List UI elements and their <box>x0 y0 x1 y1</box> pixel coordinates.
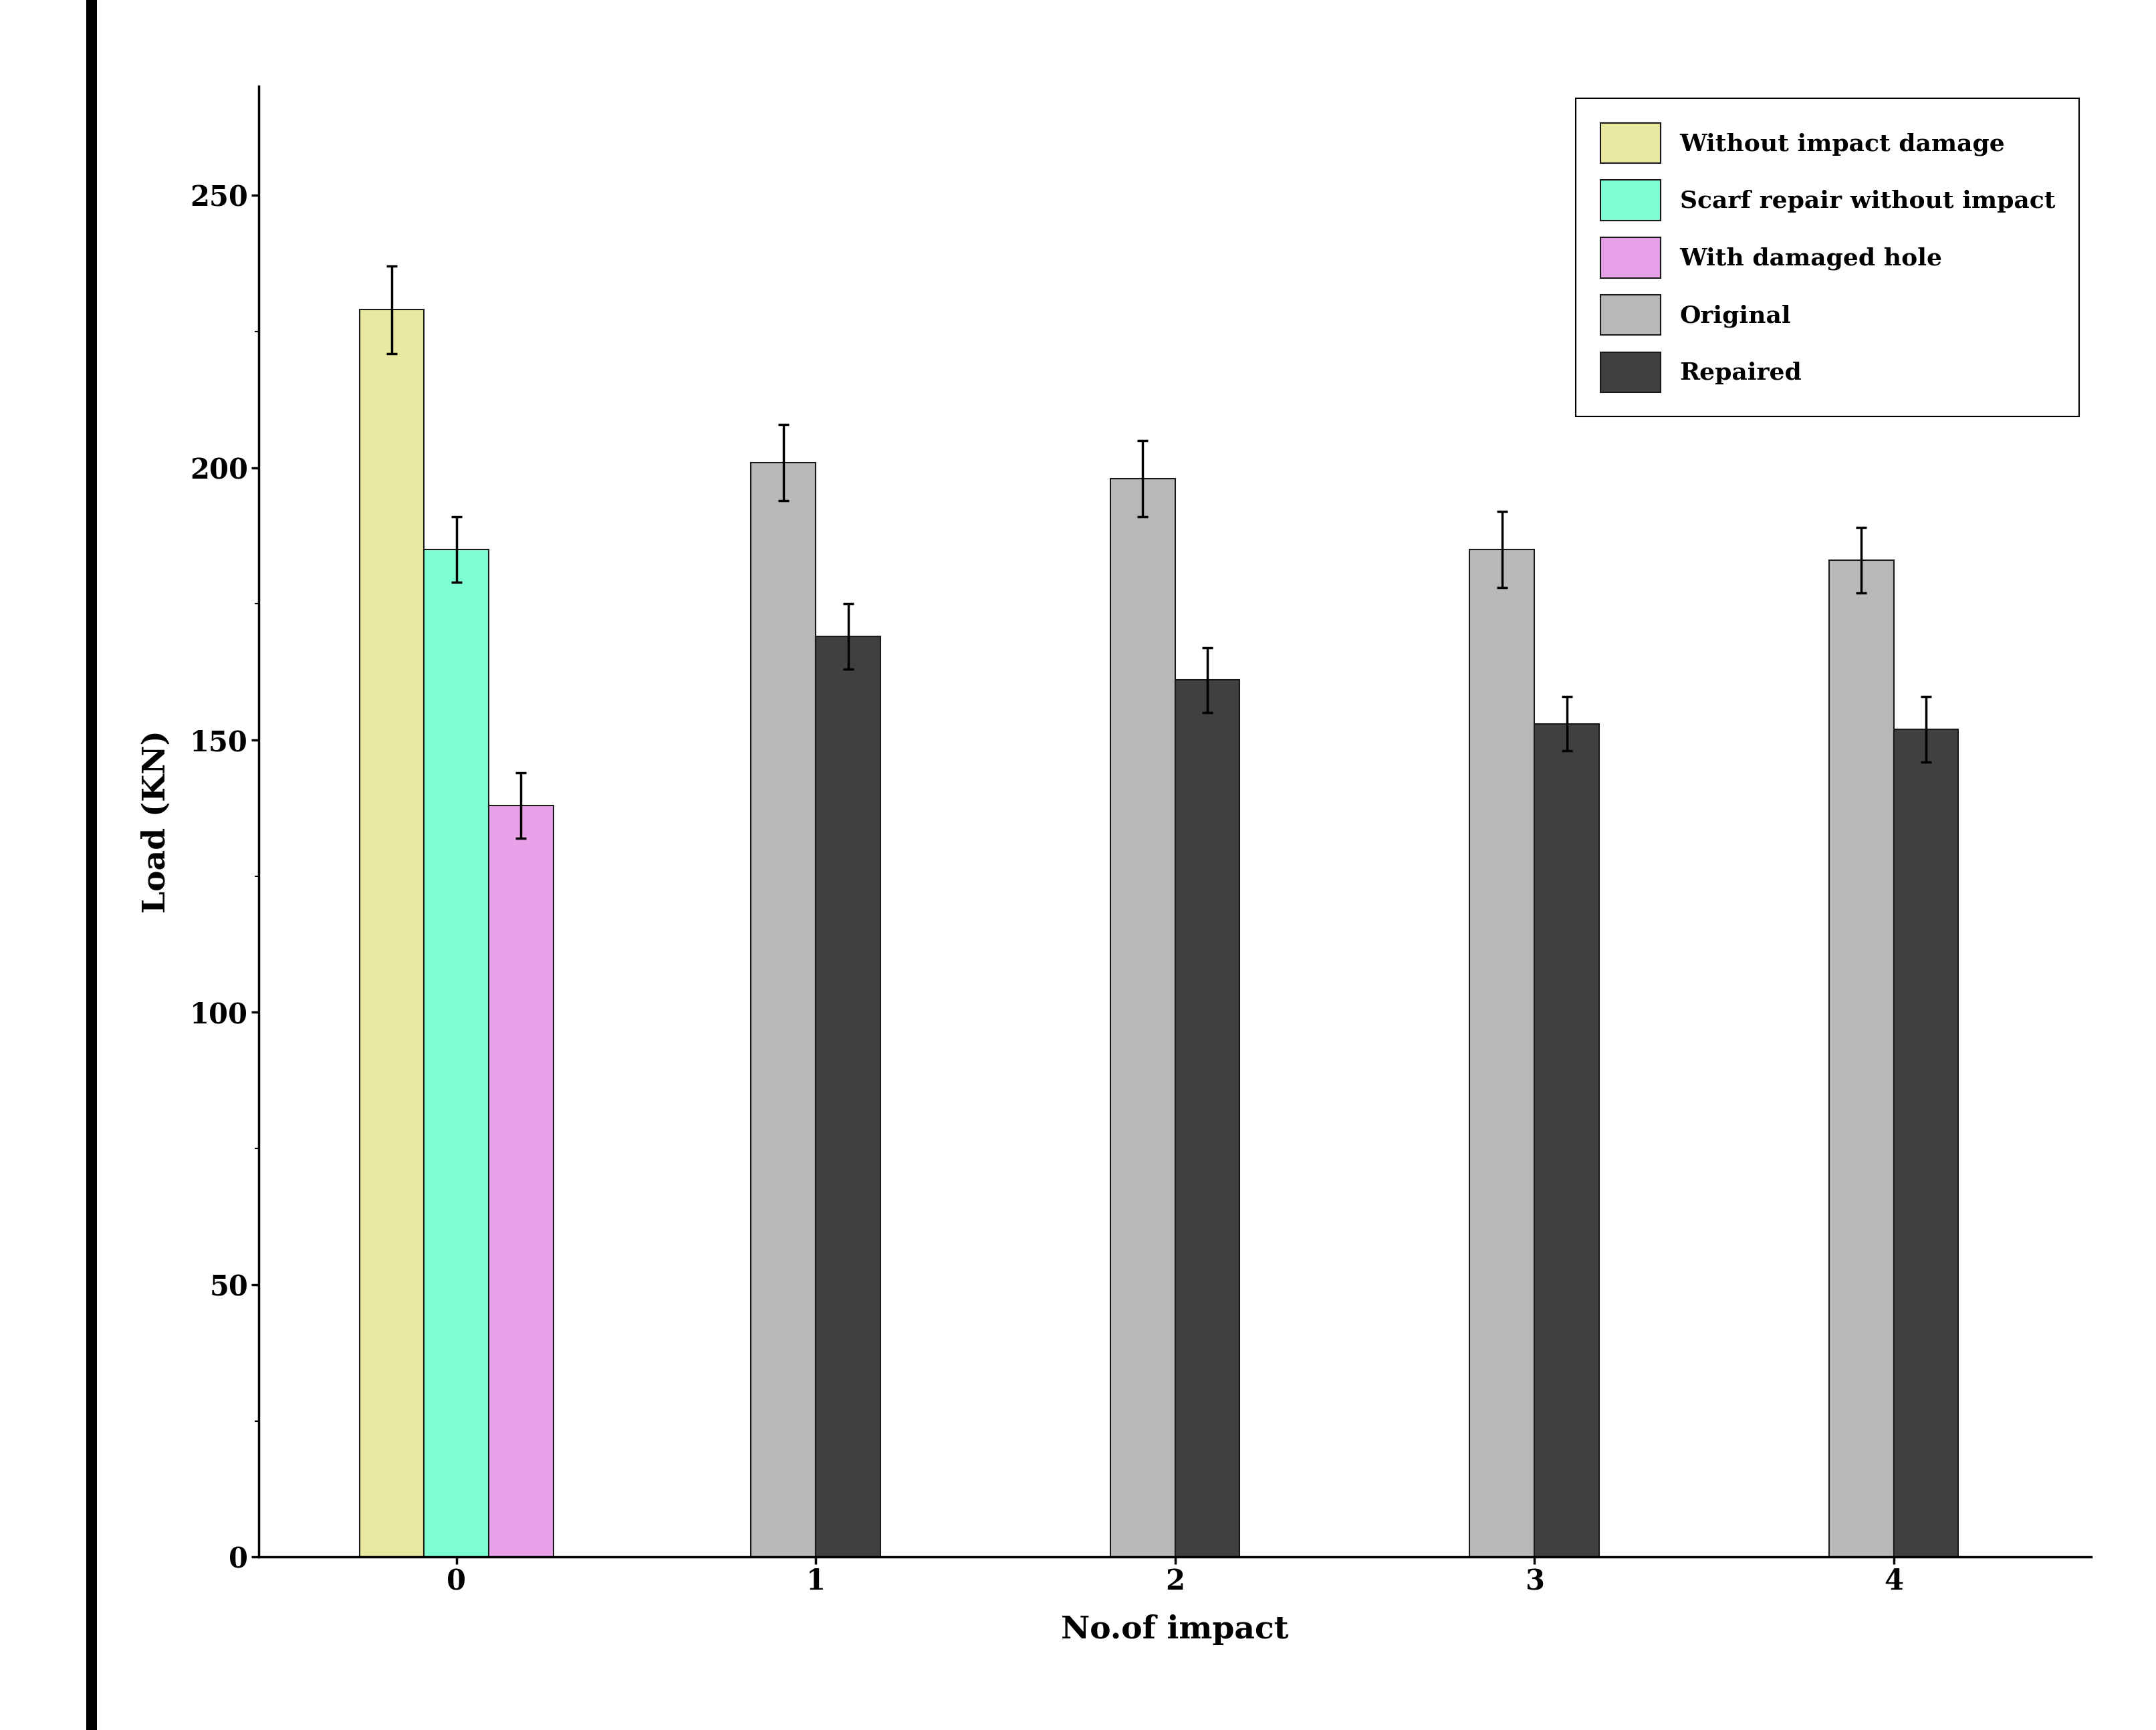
Bar <box>425 550 489 1557</box>
X-axis label: No.of impact: No.of impact <box>1061 1614 1289 1645</box>
Bar <box>1470 550 1535 1557</box>
Bar <box>360 310 425 1557</box>
Bar <box>750 462 815 1557</box>
Legend: Without impact damage, Scarf repair without impact, With damaged hole, Original,: Without impact damage, Scarf repair with… <box>1576 99 2078 417</box>
Y-axis label: Load (KN): Load (KN) <box>140 730 170 913</box>
Bar <box>489 806 554 1557</box>
Bar <box>1175 680 1240 1557</box>
Bar <box>1893 728 1958 1557</box>
Bar <box>815 637 880 1557</box>
Bar <box>1110 479 1175 1557</box>
Bar <box>1828 561 1893 1557</box>
Bar <box>1535 723 1600 1557</box>
